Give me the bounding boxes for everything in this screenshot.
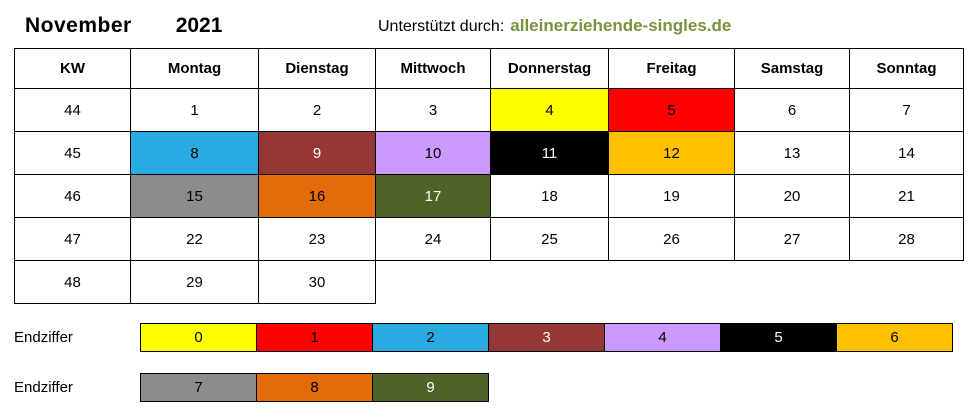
day-cell: 27 (734, 217, 850, 261)
day-cell: 11 (490, 131, 609, 175)
legend-cell-7: 7 (140, 373, 257, 402)
legend-cell-4: 4 (604, 323, 721, 352)
day-cell: 30 (258, 260, 376, 304)
day-cell: 17 (375, 174, 491, 218)
col-header-dienstag: Dienstag (258, 48, 376, 89)
year-title: 2021 (175, 14, 223, 37)
calendar-body: 44 1 2 3 4 5 6 7 45 8 9 10 11 12 13 14 46 15 16 17 18 19 20 21 4… (14, 88, 964, 304)
legend-cell-9: 9 (372, 373, 489, 402)
day-cell: 7 (849, 88, 964, 132)
day-cell: 12 (608, 131, 735, 175)
day-cell: 2 (258, 88, 376, 132)
day-cell: 18 (490, 174, 609, 218)
day-cell: 9 (258, 131, 376, 175)
empty-cell (849, 260, 964, 304)
kw-cell: 45 (14, 131, 131, 175)
legend-cell-0: 0 (140, 323, 257, 352)
empty-cell (490, 260, 609, 304)
week-row-47: 47 22 23 24 25 26 27 28 (14, 217, 964, 261)
day-cell: 21 (849, 174, 964, 218)
legend-cell-2: 2 (372, 323, 489, 352)
page-header: November 2021 Unterstützt durch: alleinerz… (0, 0, 976, 48)
supported-by-label: Unterstützt durch: (378, 18, 505, 35)
calendar-header-row: KW Montag Dienstag Mittwoch Donnerstag Freita… (14, 48, 964, 89)
supported-by-link[interactable]: alleinerziehende-singles.de (510, 16, 732, 35)
empty-cell (375, 260, 491, 304)
day-cell: 24 (375, 217, 491, 261)
legend-cell-6: 6 (836, 323, 953, 352)
day-cell: 10 (375, 131, 491, 175)
kw-cell: 46 (14, 174, 131, 218)
legend-cell-8: 8 (256, 373, 373, 402)
week-row-45: 45 8 9 10 11 12 13 14 (14, 131, 964, 175)
week-row-46: 46 15 16 17 18 19 20 21 (14, 174, 964, 218)
day-cell: 26 (608, 217, 735, 261)
col-header-donnerstag: Donnerstag (490, 48, 609, 89)
day-cell: 16 (258, 174, 376, 218)
day-cell: 22 (130, 217, 259, 261)
day-cell: 5 (608, 88, 735, 132)
calendar-table: KW Montag Dienstag Mittwoch Donnerstag Freita… (14, 48, 964, 304)
legend-cell-5: 5 (720, 323, 837, 352)
month-title: November (25, 14, 132, 37)
day-cell: 29 (130, 260, 259, 304)
col-header-mittwoch: Mittwoch (375, 48, 491, 89)
day-cell: 3 (375, 88, 491, 132)
day-cell: 28 (849, 217, 964, 261)
week-row-44: 44 1 2 3 4 5 6 7 (14, 88, 964, 132)
day-cell: 1 (130, 88, 259, 132)
day-cell: 19 (608, 174, 735, 218)
col-header-samstag: Samstag (734, 48, 850, 89)
col-header-sonntag: Sonntag (849, 48, 964, 89)
kw-cell: 44 (14, 88, 131, 132)
day-cell: 23 (258, 217, 376, 261)
week-row-48: 48 29 30 (14, 260, 964, 304)
empty-cell (734, 260, 850, 304)
day-cell: 4 (490, 88, 609, 132)
col-header-kw: KW (14, 48, 131, 89)
empty-cell (608, 260, 735, 304)
day-cell: 20 (734, 174, 850, 218)
day-cell: 15 (130, 174, 259, 218)
day-cell: 14 (849, 131, 964, 175)
legend-label: Endziffer (14, 329, 73, 346)
kw-cell: 48 (14, 260, 131, 304)
col-header-montag: Montag (130, 48, 259, 89)
supported-by: Unterstützt durch: alleinerziehende-singl… (378, 16, 731, 36)
legend-cell-3: 3 (488, 323, 605, 352)
day-cell: 13 (734, 131, 850, 175)
day-cell: 8 (130, 131, 259, 175)
col-header-freitag: Freitag (608, 48, 735, 89)
day-cell: 6 (734, 88, 850, 132)
day-cell: 25 (490, 217, 609, 261)
kw-cell: 47 (14, 217, 131, 261)
legend-label: Endziffer (14, 379, 73, 396)
legend-cell-1: 1 (256, 323, 373, 352)
